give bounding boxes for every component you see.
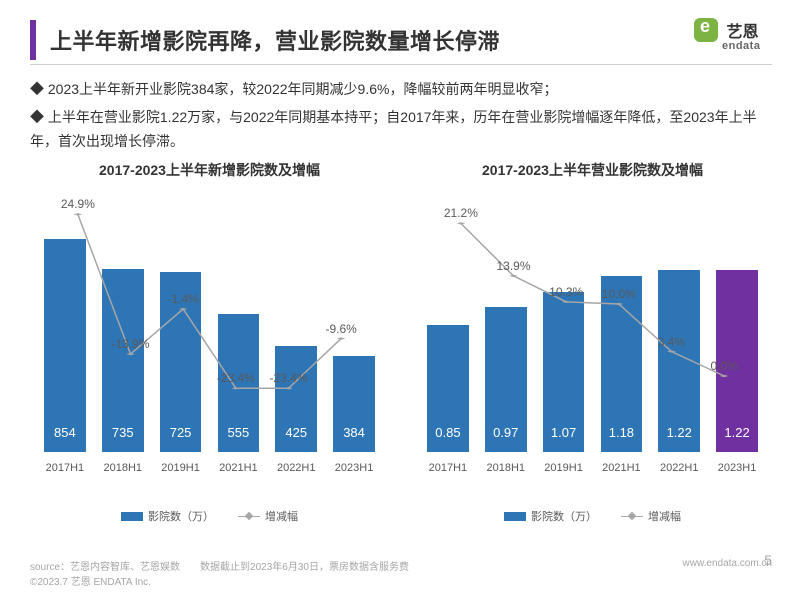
slide-footer: source：艺恩内容智库、艺恩娱数 数据截止到2023年6月30日，票房数据含… bbox=[30, 558, 772, 588]
pct-label: 0.0% bbox=[710, 359, 737, 373]
pct-label: -9.6% bbox=[325, 322, 356, 336]
bar-value-label: 1.22 bbox=[667, 425, 692, 440]
x-tick-label: 2017H1 bbox=[36, 462, 94, 474]
legend-swatch-bar bbox=[121, 512, 143, 521]
legend-label: 增减幅 bbox=[265, 508, 298, 524]
bar-slot: 1.22 bbox=[708, 228, 766, 452]
bar-slot: 0.85 bbox=[419, 228, 477, 452]
x-tick-label: 2019H1 bbox=[152, 462, 210, 474]
bar-value-label: 0.97 bbox=[493, 425, 518, 440]
pct-label: 13.9% bbox=[497, 259, 531, 273]
pct-label: 21.2% bbox=[444, 206, 478, 220]
legend-swatch-bar bbox=[504, 512, 526, 521]
bar: 0.85 bbox=[427, 325, 469, 452]
endata-icon bbox=[694, 18, 718, 42]
chart-plot: 0.85 0.97 1.07 1.18 1.22 1.22 2017H12018H12019… bbox=[413, 188, 772, 488]
x-tick-label: 2018H1 bbox=[477, 462, 535, 474]
chart-title: 2017-2023上半年营业影院数及增幅 bbox=[413, 160, 772, 180]
pct-label: 24.9% bbox=[61, 197, 95, 211]
pct-label: -23.4% bbox=[217, 371, 255, 385]
footer-copyright: ©2023.7 艺恩 ENDATA Inc. bbox=[30, 577, 151, 588]
bar-value-label: 0.85 bbox=[435, 425, 460, 440]
brand-name-cn: 艺恩 bbox=[726, 18, 758, 42]
slide-header: 上半年新增影院再降，营业影院数量增长停滞 bbox=[30, 20, 772, 60]
x-tick-label: 2021H1 bbox=[209, 462, 267, 474]
footer-source: source：艺恩内容智库、艺恩娱数 数据截止到2023年6月30日，票房数据含… bbox=[30, 562, 409, 573]
pct-label: -23.4% bbox=[269, 371, 307, 385]
x-tick-label: 2022H1 bbox=[650, 462, 708, 474]
bar-slot: 1.18 bbox=[592, 228, 650, 452]
legend-item-bar: 影院数（万） bbox=[504, 508, 597, 524]
bar: 425 bbox=[275, 346, 317, 452]
slide-title: 上半年新增影院再降，营业影院数量增长停滞 bbox=[50, 24, 500, 56]
x-tick-label: 2017H1 bbox=[419, 462, 477, 474]
pct-label: 10.3% bbox=[549, 285, 583, 299]
brand-name-en: endata bbox=[722, 40, 772, 52]
bar: 1.07 bbox=[543, 292, 585, 452]
x-tick-label: 2021H1 bbox=[592, 462, 650, 474]
x-tick-label: 2019H1 bbox=[535, 462, 593, 474]
bar-slot: 425 bbox=[267, 228, 325, 452]
x-axis: 2017H12018H12019H12021H12022H12023H1 bbox=[30, 462, 389, 474]
footer-left: source：艺恩内容智库、艺恩娱数 数据截止到2023年6月30日，票房数据含… bbox=[30, 558, 409, 588]
bars-area: 854 735 725 555 425 384 bbox=[30, 228, 389, 452]
bar-slot: 725 bbox=[152, 228, 210, 452]
legend-label: 影院数（万） bbox=[531, 508, 597, 524]
bar-value-label: 725 bbox=[170, 425, 192, 440]
bars-area: 0.85 0.97 1.07 1.18 1.22 1.22 bbox=[413, 228, 772, 452]
bar-value-label: 854 bbox=[54, 425, 76, 440]
pct-label: 10.0% bbox=[602, 287, 636, 301]
x-tick-label: 2023H1 bbox=[708, 462, 766, 474]
x-axis: 2017H12018H12019H12021H12022H12023H1 bbox=[413, 462, 772, 474]
bar-slot: 1.07 bbox=[535, 228, 593, 452]
legend-item-line: 增减幅 bbox=[621, 508, 681, 524]
chart-legend: 影院数（万） 增减幅 bbox=[30, 508, 389, 524]
slide: 上半年新增影院再降，营业影院数量增长停滞 艺恩 endata 2023上半年新开… bbox=[0, 0, 802, 602]
bar-value-label: 1.22 bbox=[724, 425, 749, 440]
header-underline bbox=[30, 64, 772, 65]
chart-title: 2017-2023上半年新增影院数及增幅 bbox=[30, 160, 389, 180]
bar: 384 bbox=[333, 356, 375, 452]
x-tick-label: 2023H1 bbox=[325, 462, 383, 474]
charts-row: 2017-2023上半年新增影院数及增幅 8547357255554253842… bbox=[30, 160, 772, 520]
bar: 1.18 bbox=[601, 276, 643, 452]
chart-new-cinemas: 2017-2023上半年新增影院数及增幅 854 735 725 555 425 384 2… bbox=[30, 160, 389, 520]
bar-value-label: 555 bbox=[228, 425, 250, 440]
x-tick-label: 2022H1 bbox=[267, 462, 325, 474]
legend-label: 增减幅 bbox=[648, 508, 681, 524]
bullet-list: 2023上半年新开业影院384家，较2022年同期减少9.6%，降幅较前两年明显… bbox=[30, 78, 772, 157]
bullet-item: 上半年在营业影院1.22万家，与2022年同期基本持平；自2017年来，历年在营… bbox=[30, 106, 772, 154]
bar: 854 bbox=[44, 239, 86, 452]
bar: 1.22 bbox=[658, 270, 700, 452]
brand-logo: 艺恩 endata bbox=[694, 18, 772, 58]
legend-swatch-line bbox=[238, 512, 260, 521]
legend-item-line: 增减幅 bbox=[238, 508, 298, 524]
legend-item-bar: 影院数（万） bbox=[121, 508, 214, 524]
bar-slot: 555 bbox=[209, 228, 267, 452]
x-tick-label: 2018H1 bbox=[94, 462, 152, 474]
footer-url: www.endata.com.cn bbox=[683, 558, 773, 588]
bullet-item: 2023上半年新开业影院384家，较2022年同期减少9.6%，降幅较前两年明显… bbox=[30, 78, 772, 102]
pct-label: 3.4% bbox=[658, 335, 685, 349]
chart-plot: 854 735 725 555 425 384 2017H12018H12019H12021… bbox=[30, 188, 389, 488]
legend-swatch-line bbox=[621, 512, 643, 521]
bar-slot: 384 bbox=[325, 228, 383, 452]
bar-value-label: 384 bbox=[343, 425, 365, 440]
bar-slot: 854 bbox=[36, 228, 94, 452]
bar: 0.97 bbox=[485, 307, 527, 452]
bar-value-label: 425 bbox=[285, 425, 307, 440]
pct-label: -1.4% bbox=[167, 292, 198, 306]
bar-value-label: 1.07 bbox=[551, 425, 576, 440]
chart-legend: 影院数（万） 增减幅 bbox=[413, 508, 772, 524]
bar-value-label: 1.18 bbox=[609, 425, 634, 440]
chart-operating-cinemas: 2017-2023上半年营业影院数及增幅 0.85 0.97 1.07 1.18 1.2… bbox=[413, 160, 772, 520]
bar-value-label: 735 bbox=[112, 425, 134, 440]
pct-label: -13.9% bbox=[112, 337, 150, 351]
legend-label: 影院数（万） bbox=[148, 508, 214, 524]
bar: 735 bbox=[102, 269, 144, 452]
